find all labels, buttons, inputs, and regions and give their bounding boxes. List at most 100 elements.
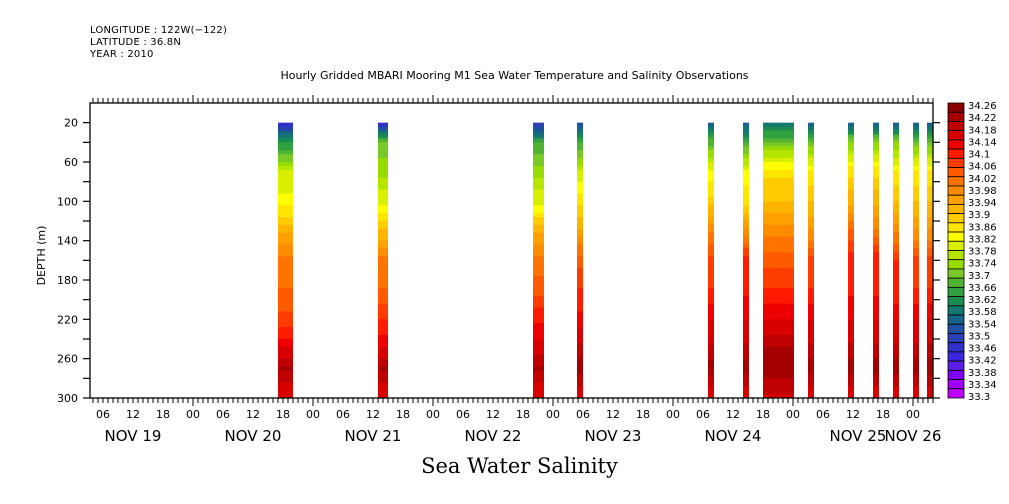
observation-column (808, 122, 814, 399)
salinity-cell (927, 221, 933, 226)
salinity-cell (913, 232, 919, 238)
salinity-cell (378, 366, 388, 371)
salinity-cell (577, 150, 583, 155)
salinity-cell (873, 158, 879, 163)
colorbar-label: 33.62 (968, 295, 997, 306)
salinity-cell (278, 177, 293, 183)
salinity-cell (533, 173, 544, 179)
salinity-cell (533, 366, 544, 371)
salinity-cell (278, 169, 293, 175)
salinity-cell (927, 350, 933, 356)
salinity-cell (533, 370, 544, 375)
salinity-cell (873, 209, 879, 214)
salinity-cell (378, 248, 388, 253)
salinity-cell (763, 126, 794, 132)
salinity-cell (808, 283, 814, 289)
salinity-cell (378, 221, 388, 226)
salinity-cell (743, 173, 749, 179)
salinity-cell (743, 335, 749, 340)
salinity-cell (927, 181, 933, 187)
salinity-cell (927, 291, 933, 297)
salinity-cell (743, 331, 749, 336)
salinity-cell (808, 193, 814, 198)
salinity-cell (927, 287, 933, 293)
colorbar-cell (947, 333, 965, 344)
salinity-cell (577, 126, 583, 132)
salinity-cell (743, 276, 749, 281)
salinity-cell (927, 260, 933, 265)
salinity-cell (708, 354, 714, 360)
salinity-cell (577, 299, 583, 305)
salinity-cell (763, 185, 794, 191)
salinity-cell (808, 378, 814, 383)
salinity-cell (873, 189, 879, 194)
salinity-cell (743, 307, 749, 312)
salinity-cell (913, 193, 919, 198)
salinity-cell (848, 173, 854, 179)
salinity-cell (378, 276, 388, 281)
salinity-cell (577, 240, 583, 246)
salinity-cell (893, 213, 899, 218)
salinity-cell (708, 378, 714, 383)
colorbar-label: 33.38 (968, 368, 997, 379)
salinity-cell (913, 228, 919, 234)
salinity-cell (893, 264, 899, 269)
salinity-cell (577, 394, 583, 399)
salinity-cell (873, 370, 879, 375)
salinity-cell (763, 370, 794, 375)
salinity-cell (808, 150, 814, 155)
salinity-cell (873, 283, 879, 289)
salinity-cell (893, 342, 899, 348)
salinity-cell (533, 193, 544, 198)
salinity-cell (808, 323, 814, 328)
salinity-cell (808, 362, 814, 368)
salinity-cell (743, 323, 749, 328)
salinity-cell (808, 252, 814, 257)
salinity-cell (893, 339, 899, 344)
salinity-cell (873, 366, 879, 371)
salinity-cell (913, 342, 919, 348)
colorbar-label: 34.14 (968, 137, 997, 148)
x-day-label: NOV 26 (885, 427, 942, 445)
observation-column (848, 122, 854, 399)
salinity-cell (577, 291, 583, 297)
salinity-cell (533, 162, 544, 167)
salinity-cell (278, 327, 293, 332)
salinity-cell (848, 354, 854, 360)
salinity-cell (577, 350, 583, 356)
salinity-cell (378, 228, 388, 234)
salinity-cell (927, 283, 933, 289)
salinity-cell (533, 189, 544, 194)
salinity-cell (913, 276, 919, 281)
salinity-cell (848, 122, 854, 128)
observation-column (927, 122, 933, 399)
salinity-cell (708, 130, 714, 135)
salinity-cell (893, 248, 899, 253)
salinity-cell (378, 256, 388, 261)
salinity-cell (708, 232, 714, 238)
salinity-cell (848, 268, 854, 273)
salinity-cell (278, 386, 293, 391)
salinity-cell (743, 126, 749, 132)
colorbar-cell (947, 268, 965, 279)
salinity-cell (278, 311, 293, 316)
salinity-cell (278, 339, 293, 344)
salinity-cell (927, 130, 933, 135)
salinity-cell (533, 339, 544, 344)
salinity-cell (848, 126, 854, 132)
salinity-cell (533, 232, 544, 238)
salinity-cell (743, 374, 749, 379)
salinity-cell (763, 130, 794, 135)
salinity-cell (378, 268, 388, 273)
salinity-cell (577, 142, 583, 147)
salinity-cell (873, 287, 879, 293)
salinity-cell (278, 165, 293, 171)
salinity-cell (763, 374, 794, 379)
salinity-cell (763, 264, 794, 269)
salinity-cell (708, 295, 714, 301)
salinity-cell (848, 185, 854, 191)
salinity-cell (927, 366, 933, 371)
salinity-cell (378, 122, 388, 128)
salinity-cell (378, 287, 388, 293)
salinity-cell (913, 382, 919, 387)
